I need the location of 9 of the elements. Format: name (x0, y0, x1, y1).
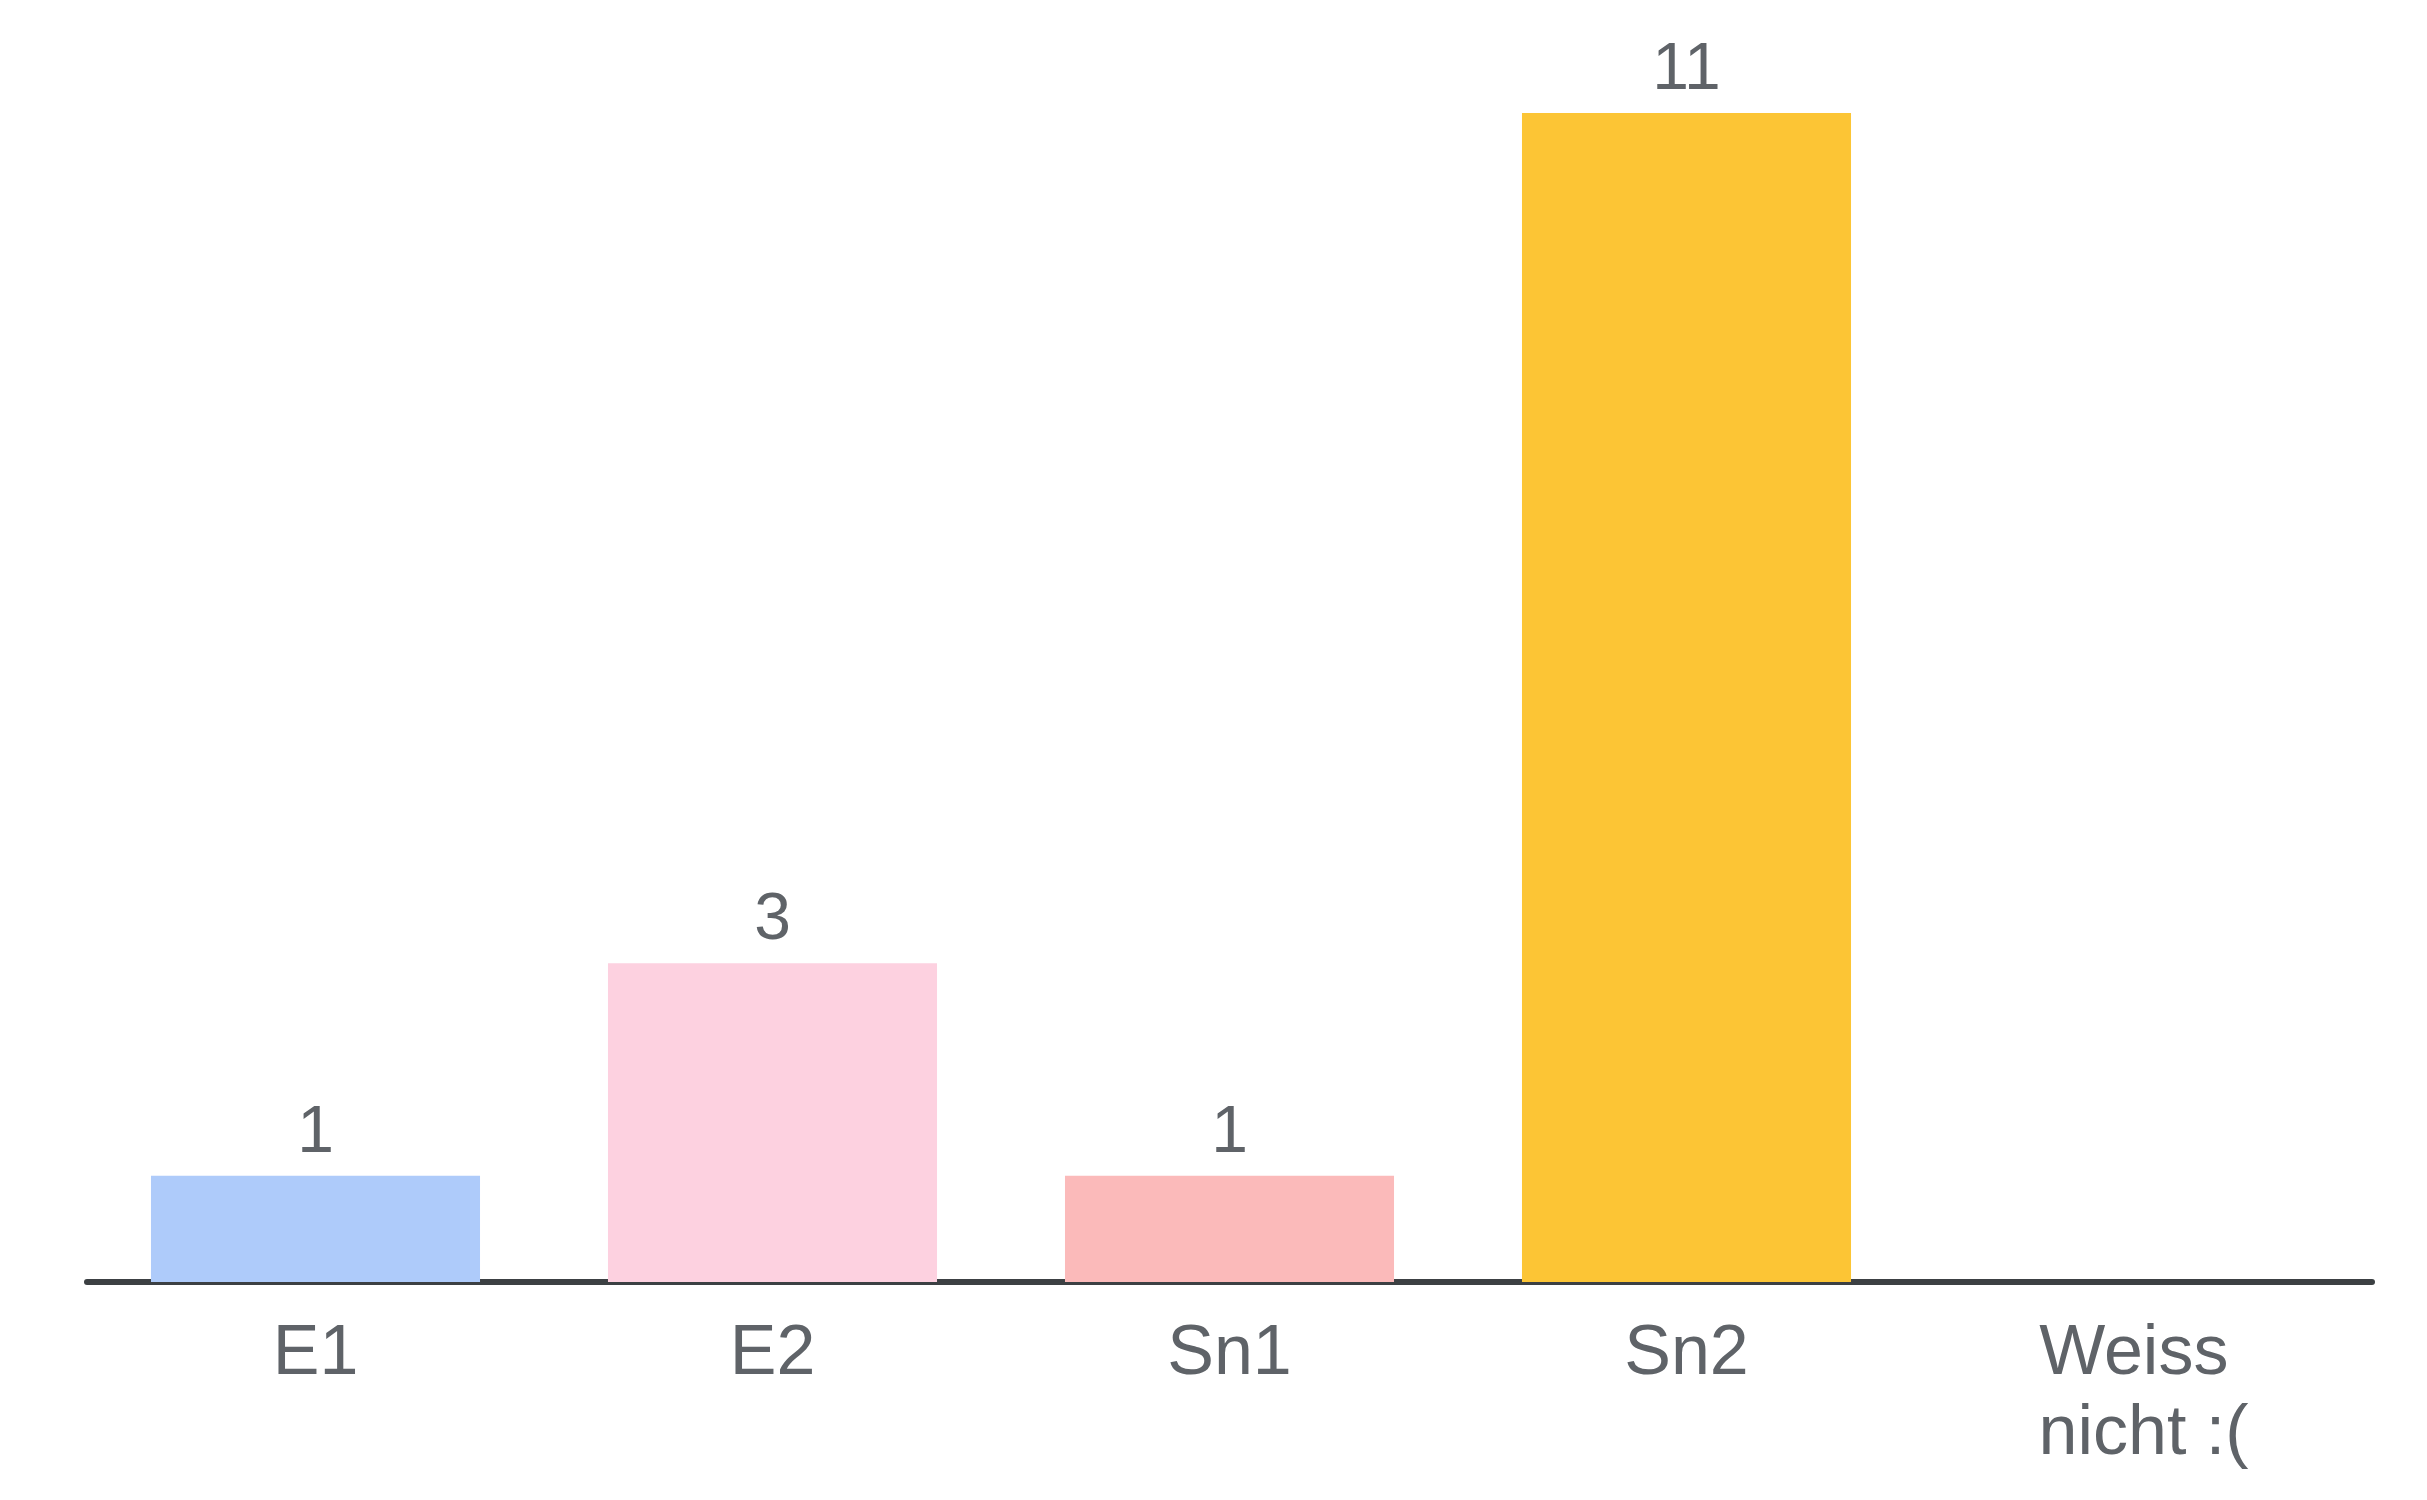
data-label: 11 (1652, 29, 1721, 103)
x-tick-label: Sn1 (1167, 1311, 1292, 1389)
x-tick-label: Weiss nicht :( (2038, 1311, 2249, 1469)
x-tick-label: E1 (272, 1311, 359, 1389)
data-label: 1 (297, 1091, 334, 1166)
data-label: 1 (1211, 1091, 1248, 1166)
data-label: 3 (754, 879, 791, 954)
x-tick-label: Sn2 (1624, 1311, 1749, 1389)
x-tick-label: E2 (729, 1311, 816, 1389)
